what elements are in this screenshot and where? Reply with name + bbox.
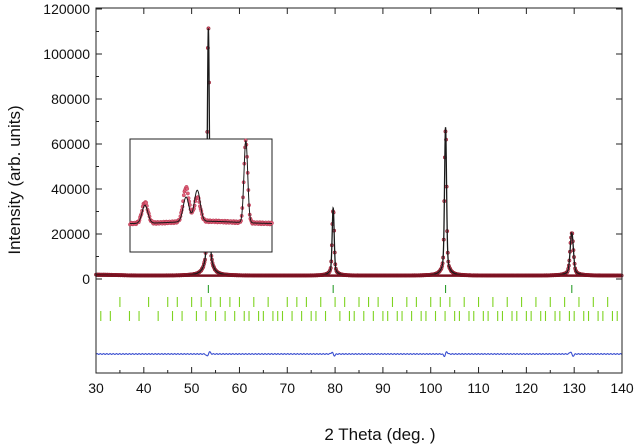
x-tick-label: 50 <box>184 380 200 396</box>
y-tick-label: 80000 <box>51 91 90 107</box>
x-axis-title: 2 Theta (deg. ) <box>324 425 435 444</box>
y-tick-label: 60000 <box>51 136 90 152</box>
x-tick-label: 140 <box>610 380 634 396</box>
x-tick-label: 70 <box>279 380 295 396</box>
x-tick-label: 80 <box>327 380 343 396</box>
y-tick-label: 100000 <box>43 46 90 62</box>
x-tick-label: 110 <box>467 380 490 396</box>
plot-axes: 0 20000 40000 60000 80000 100000 120000 30 40 50 6… <box>43 1 634 396</box>
x-tick-label: 40 <box>136 380 152 396</box>
difference-series-line <box>95 351 623 358</box>
y-tick-label: 120000 <box>43 1 90 17</box>
y-tick-label: 40000 <box>51 181 90 197</box>
inset-observed-point <box>185 191 190 196</box>
x-tick-label: 90 <box>375 380 391 396</box>
x-tick-label: 100 <box>419 380 443 396</box>
x-tick-label: 30 <box>88 380 104 396</box>
inset-observed-point <box>181 193 186 198</box>
y-axis-title: Intensity (arb. units) <box>5 105 24 254</box>
inset-calculated-line <box>129 140 272 225</box>
plot-curves <box>94 26 624 358</box>
x-tick-label: 60 <box>232 380 248 396</box>
inset-observed-point <box>185 186 190 191</box>
y-tick-label: 0 <box>82 271 90 287</box>
inset-plot <box>128 138 274 253</box>
reflection-tick-phase-2-group <box>119 297 609 307</box>
reflection-tick-phase-1-group <box>207 285 573 293</box>
x-tick-label: 120 <box>515 380 539 396</box>
inset-frame <box>129 138 273 253</box>
reflection-tick-phase-3-group <box>100 311 618 321</box>
y-tick-label: 20000 <box>51 226 90 242</box>
x-tick-label: 130 <box>563 380 587 396</box>
inset-observed-point <box>144 200 149 205</box>
